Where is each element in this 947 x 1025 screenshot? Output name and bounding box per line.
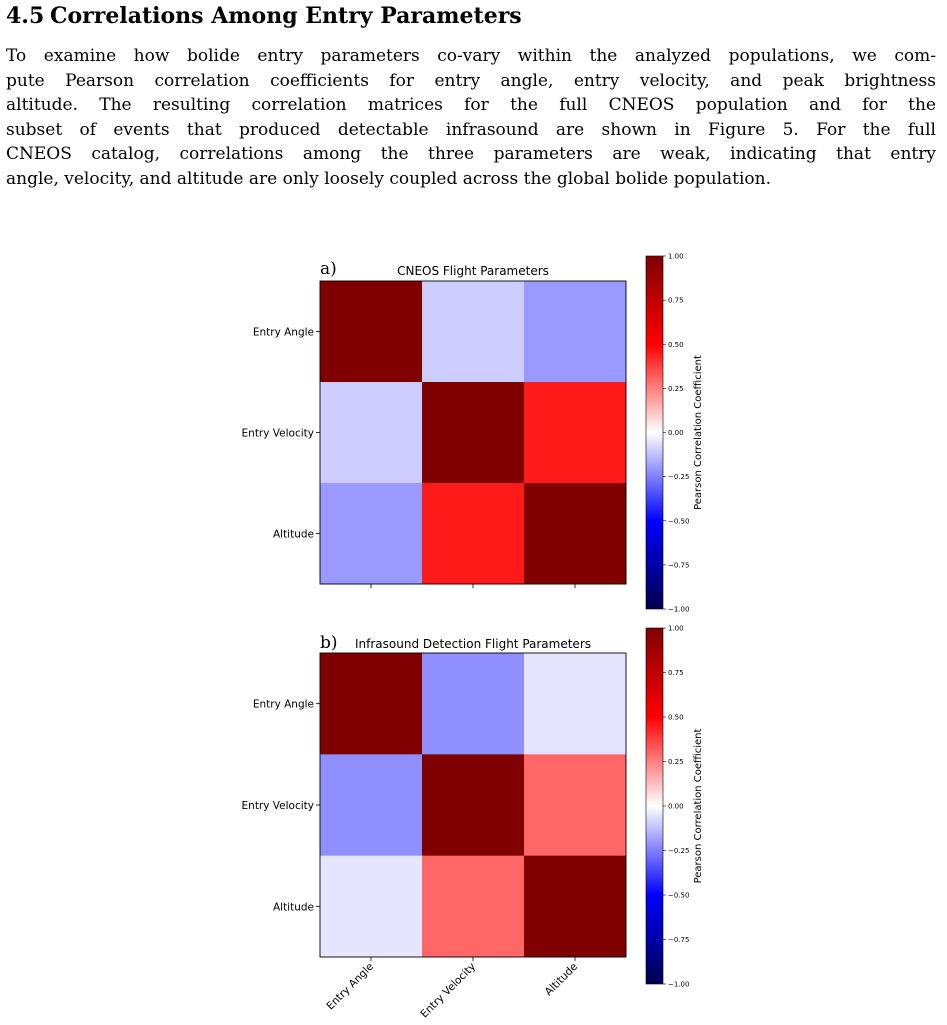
x-tick-label: Entry Angle [324,961,376,1013]
heatmap-cell [422,754,525,857]
paragraph-line: To examine how bolide entry parameters c… [6,46,936,66]
colorbar-tick-label: 1.00 [668,253,684,261]
y-tick-label: Altitude [273,529,314,541]
panel-title: Infrasound Detection Flight Parameters [355,637,591,651]
heatmap-cell [524,855,627,958]
heatmap-cell [422,483,525,585]
colorbar-tick-label: 0.00 [668,803,684,811]
heatmap-cell [524,281,627,383]
y-tick-label: Entry Velocity [242,428,314,440]
colorbar-tick-label: −0.75 [668,936,689,944]
section-title: Correlations Among Entry Parameters [50,3,522,29]
paragraph-line: CNEOS catalog, correlations among the th… [6,144,936,164]
y-tick-label: Entry Angle [253,699,314,711]
heatmap-cell [524,382,627,484]
heatmap-cell [320,754,423,857]
paragraph-line: angle, velocity, and altitude are only l… [6,168,771,189]
section-heading: 4.5 Correlations Among Entry Parameters [6,2,522,30]
y-tick-label: Entry Angle [253,327,314,339]
colorbar-tick-label: −0.75 [668,561,689,569]
heatmap-cell [524,653,627,755]
colorbar-tick-label: 0.50 [668,341,684,349]
heatmap-cell [422,653,525,755]
heatmap-cell [422,382,525,484]
colorbar-tick-label: 0.50 [668,714,684,722]
panel-letter: a) [320,259,337,279]
heatmap-cell [320,382,423,484]
colorbar-tick-label: 0.25 [668,385,684,393]
heatmap-cell [320,855,423,958]
colorbar-label: Pearson Correlation Coefficient [693,729,704,884]
colorbar-tick-label: 1.00 [668,625,684,633]
colorbar-tick-label: −1.00 [668,981,689,989]
colorbar-tick-label: 0.25 [668,758,684,766]
heatmap-cell [422,281,525,383]
colorbar-tick-label: −0.25 [668,473,689,481]
body-paragraph: To examine how bolide entry parameters c… [6,44,936,191]
y-tick-label: Altitude [273,901,314,913]
section-number: 4.5 [6,3,45,29]
colorbar-tick-label: −0.50 [668,892,689,900]
colorbar-tick-label: −1.00 [668,606,689,614]
colorbar-tick-label: −0.25 [668,847,689,855]
heatmap-cell [422,855,525,958]
heatmap-cell [320,483,423,585]
heatmap-cell [524,754,627,857]
paragraph-line: subset of events that produced detectabl… [6,119,936,140]
paragraph-line: pute Pearson correlation coefficients fo… [6,70,936,91]
x-tick-label: Entry Velocity [418,961,478,1021]
heatmap-panel-b: b) Infrasound Detection Flight Parameters… [242,625,704,1021]
colorbar-label: Pearson Correlation Coefficient [693,355,704,510]
colorbar-tick-label: 0.00 [668,429,684,437]
y-tick-label: Entry Velocity [242,800,314,812]
heatmap-panel-a: a) CNEOS Flight Parameters Entry Angle Entr… [242,253,704,614]
x-tick-label: Altitude [543,961,580,998]
heatmap-cell [320,653,423,755]
heatmap-cell [320,281,423,383]
colorbar-tick-label: 0.75 [668,669,684,677]
panel-title: CNEOS Flight Parameters [397,264,549,278]
paragraph-line: altitude. The resulting correlation matr… [6,95,936,115]
colorbar-tick-label: 0.75 [668,297,684,305]
colorbar-tick-label: −0.50 [668,517,689,525]
colorbar [646,256,663,609]
heatmap-cell [524,483,627,585]
panel-letter: b) [320,633,338,653]
colorbar [646,628,663,984]
